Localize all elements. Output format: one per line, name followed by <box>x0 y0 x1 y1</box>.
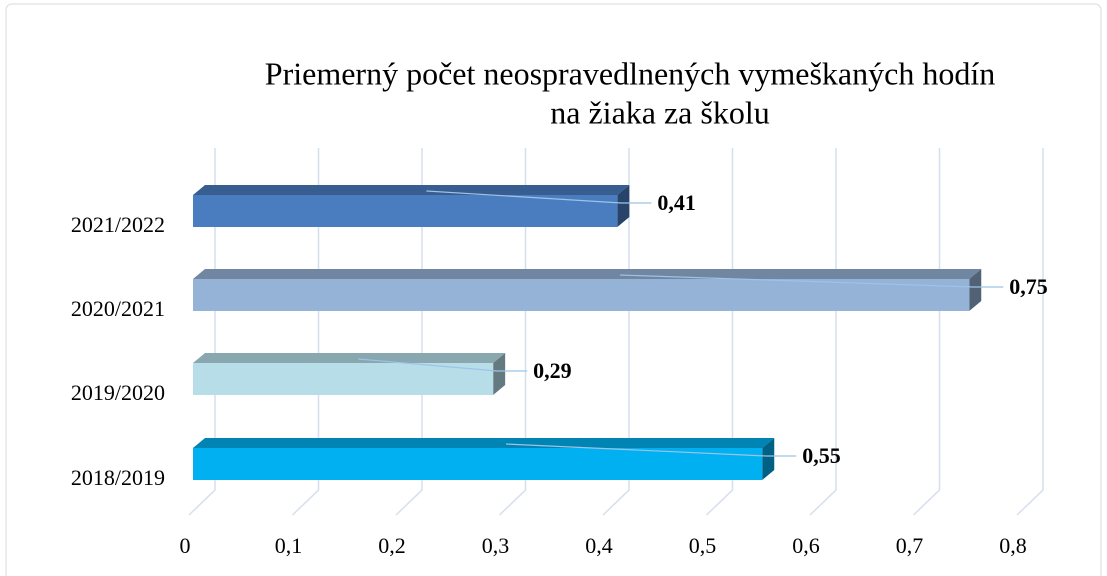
leader-line <box>619 274 1004 288</box>
y-tick-label: 2018/2019 <box>71 465 165 490</box>
data-label: 0,29 <box>533 358 572 383</box>
data-label: 0,75 <box>1009 274 1048 299</box>
bar <box>193 279 970 311</box>
grid-line <box>1016 148 1044 516</box>
chart-title: Priemerný počet neospravedlnených vymešk… <box>265 55 995 91</box>
y-tick-label: 2019/2020 <box>71 380 165 405</box>
bar-side <box>617 185 630 227</box>
x-tick-label: 0,6 <box>792 533 820 558</box>
y-tick-label: 2021/2022 <box>71 212 165 237</box>
x-tick-label: 0,8 <box>999 533 1027 558</box>
grid-line <box>291 148 320 516</box>
leader-line <box>358 358 528 372</box>
grid-line <box>809 148 837 516</box>
x-tick-label: 0,5 <box>689 533 717 558</box>
x-tick-label: 0 <box>180 533 191 558</box>
grid-line <box>188 148 216 516</box>
bar-top <box>193 269 982 279</box>
x-tick-label: 0,2 <box>378 533 406 558</box>
bar-side <box>762 438 775 480</box>
bar <box>193 195 618 227</box>
leader-line <box>426 190 652 204</box>
y-tick-label: 2020/2021 <box>71 296 165 321</box>
grid-line <box>705 148 734 516</box>
bar <box>193 448 763 480</box>
data-label: 0,41 <box>657 190 696 215</box>
x-tick-label: 0,4 <box>585 533 613 558</box>
bar-top <box>193 185 630 195</box>
chart-title: na žiaka za školu <box>550 94 769 130</box>
x-tick-label: 0,1 <box>275 533 303 558</box>
x-tick-label: 0,3 <box>482 533 510 558</box>
bar-side <box>493 353 506 395</box>
grid-line <box>395 148 423 516</box>
grid-line <box>912 148 941 516</box>
bar-top <box>193 353 506 363</box>
bar-top <box>193 438 775 448</box>
leader-line <box>506 443 797 457</box>
grid-line <box>498 148 527 516</box>
data-label: 0,55 <box>802 443 841 468</box>
x-tick-label: 0,7 <box>896 533 924 558</box>
grid-line <box>602 148 630 516</box>
bar-side <box>969 269 982 311</box>
bar <box>193 363 494 395</box>
